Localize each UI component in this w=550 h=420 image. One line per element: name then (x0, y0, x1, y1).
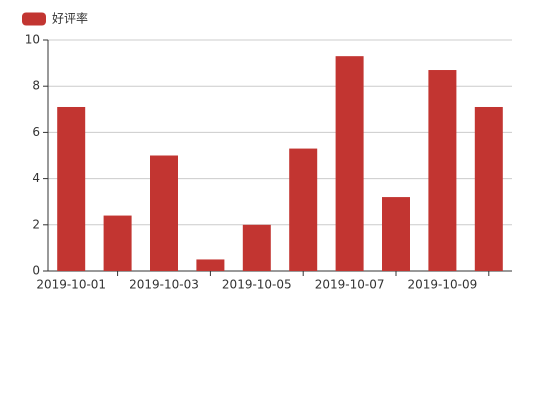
y-tick-label: 8 (32, 79, 40, 93)
bar (382, 197, 410, 271)
x-tick-label: 2019-10-07 (315, 278, 385, 292)
bar (289, 148, 318, 271)
bar (196, 259, 225, 271)
bar (428, 70, 457, 271)
bar (57, 106, 86, 272)
y-tick-label: 4 (32, 171, 40, 185)
y-tick-label: 0 (32, 264, 40, 278)
legend-label: 好评率 (52, 11, 88, 26)
x-tick-label: 2019-10-05 (222, 278, 292, 292)
bar (103, 215, 132, 271)
y-tick-label: 6 (32, 125, 40, 139)
bar (474, 106, 503, 272)
x-tick-label: 2019-10-03 (129, 278, 199, 292)
x-tick-label: 2019-10-09 (408, 278, 478, 292)
y-tick-label: 10 (25, 33, 40, 47)
bar (150, 155, 178, 271)
bar (335, 56, 364, 271)
legend-swatch (22, 12, 46, 26)
bar (242, 224, 271, 271)
x-tick-label: 2019-10-01 (36, 278, 106, 292)
y-tick-label: 2 (32, 217, 40, 231)
